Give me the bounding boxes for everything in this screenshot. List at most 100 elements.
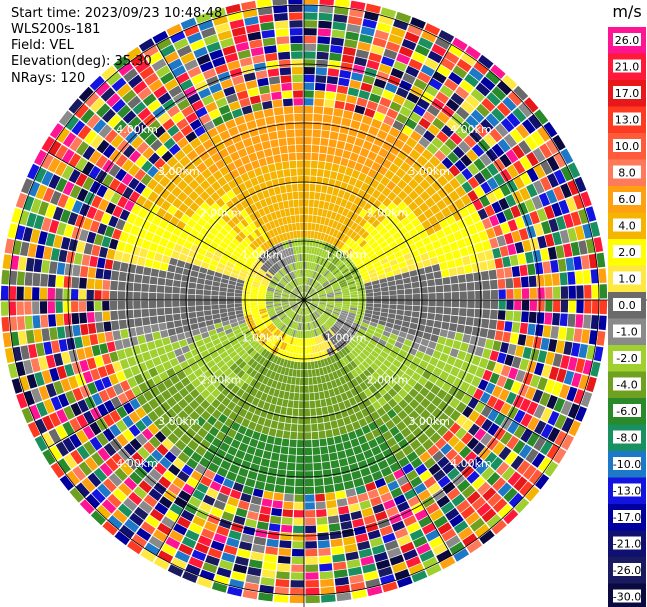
velocity-gate	[331, 246, 338, 255]
velocity-gate	[438, 30, 455, 43]
velocity-gate	[565, 257, 575, 271]
velocity-gate	[357, 308, 365, 313]
velocity-gate	[431, 43, 447, 57]
velocity-gate	[351, 186, 360, 196]
velocity-gate	[414, 393, 425, 404]
velocity-gate	[533, 180, 545, 195]
velocity-gate	[560, 355, 570, 369]
velocity-gate	[395, 314, 404, 321]
velocity-gate	[356, 311, 365, 316]
velocity-gate	[391, 346, 401, 354]
velocity-gate	[312, 312, 318, 319]
velocity-gate	[359, 381, 368, 391]
velocity-gate	[588, 330, 598, 345]
velocity-gate	[348, 341, 356, 349]
velocity-gate	[304, 215, 308, 223]
velocity-gate	[560, 286, 569, 299]
velocity-gate	[505, 149, 519, 164]
velocity-gate	[477, 481, 491, 496]
velocity-gate	[510, 455, 524, 470]
velocity-gate	[349, 288, 358, 293]
velocity-gate	[428, 482, 441, 495]
velocity-gate	[359, 239, 367, 248]
velocity-gate	[448, 44, 464, 58]
velocity-gate	[397, 201, 408, 211]
velocity-gate	[356, 130, 368, 140]
velocity-gate	[395, 168, 406, 179]
velocity-gate	[497, 310, 506, 320]
velocity-gate	[536, 274, 545, 287]
velocity-gate	[368, 325, 377, 331]
velocity-gate	[336, 274, 344, 281]
velocity-gate	[379, 278, 388, 284]
velocity-gate	[309, 305, 316, 311]
velocity-gate	[482, 348, 492, 359]
velocity-gate	[502, 74, 518, 90]
velocity-gate	[516, 460, 531, 475]
velocity-gate	[364, 158, 374, 168]
velocity-gate	[546, 394, 558, 410]
velocity-gate	[326, 210, 333, 219]
velocity-gate	[310, 291, 317, 296]
velocity-gate	[312, 129, 321, 138]
velocity-gate	[372, 199, 382, 209]
velocity-gate	[336, 140, 346, 150]
velocity-gate	[304, 90, 314, 98]
velocity-gate	[401, 247, 410, 256]
velocity-gate	[469, 253, 479, 264]
velocity-gate	[309, 290, 316, 296]
velocity-gate	[485, 70, 501, 85]
velocity-gate	[494, 412, 506, 426]
velocity-gate	[403, 315, 411, 322]
velocity-gate	[335, 196, 343, 206]
velocity-gate	[467, 190, 479, 202]
velocity-gate	[389, 101, 402, 113]
velocity-gate	[412, 305, 420, 312]
velocity-gate	[457, 350, 467, 361]
velocity-gate	[442, 226, 453, 236]
velocity-gate	[349, 327, 358, 334]
velocity-gate	[388, 226, 398, 236]
velocity-gate	[355, 49, 370, 59]
velocity-gate	[311, 301, 319, 304]
velocity-gate	[404, 283, 412, 289]
velocity-gate	[447, 202, 459, 214]
velocity-gate	[369, 321, 378, 328]
velocity-gate	[343, 365, 351, 374]
velocity-gate	[455, 427, 467, 440]
velocity-gate	[451, 283, 459, 292]
velocity-gate	[482, 369, 493, 382]
velocity-gate	[316, 274, 322, 281]
velocity-gate	[570, 241, 580, 256]
velocity-gate	[478, 357, 489, 369]
velocity-gate	[496, 375, 507, 388]
velocity-gate	[304, 300, 309, 306]
velocity-gate	[422, 259, 432, 268]
velocity-gate	[471, 144, 485, 157]
velocity-gate	[372, 311, 381, 316]
velocity-gate	[485, 227, 496, 239]
velocity-gate	[486, 395, 498, 408]
velocity-gate	[443, 417, 455, 430]
velocity-gate	[364, 357, 373, 366]
velocity-gate	[349, 309, 357, 314]
velocity-gate	[335, 93, 347, 102]
velocity-gate	[334, 294, 343, 297]
velocity-gate	[373, 307, 381, 312]
velocity-gate	[314, 192, 321, 200]
velocity-gate	[420, 300, 428, 306]
velocity-gate	[319, 297, 327, 300]
velocity-gate	[356, 248, 364, 256]
velocity-gate	[527, 416, 540, 431]
velocity-gate	[477, 337, 487, 348]
velocity-gate	[340, 243, 348, 252]
velocity-gate	[543, 205, 555, 220]
velocity-gate	[326, 262, 333, 270]
velocity-gate	[449, 397, 461, 409]
velocity-gate	[369, 93, 381, 104]
velocity-gate	[524, 198, 536, 213]
velocity-gate	[479, 153, 492, 167]
velocity-gate	[409, 399, 420, 410]
velocity-gate	[319, 266, 325, 274]
velocity-gate	[312, 263, 316, 271]
